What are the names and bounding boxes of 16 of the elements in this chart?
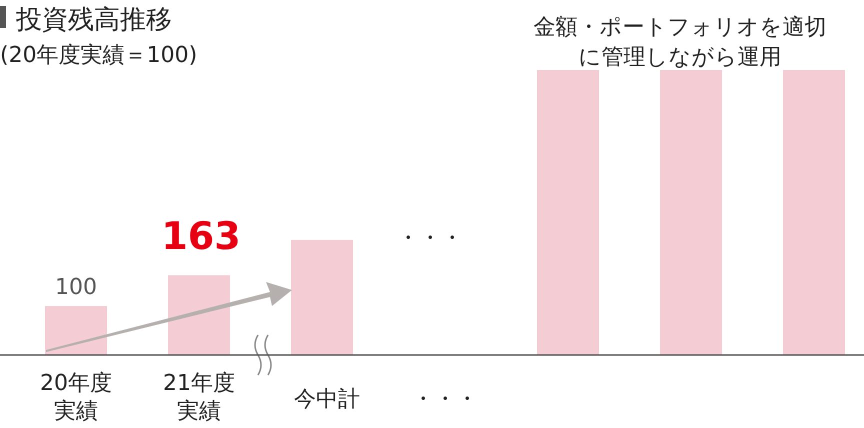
data-label: 100 [55,275,97,300]
x-tick-label: 20年度実績 [40,371,112,424]
bar [168,275,230,355]
bar [537,70,599,355]
bar [45,306,107,355]
annotation: 金額・ポートフォリオを適切に管理しながら運用 [534,15,826,70]
x-tick-label: 21年度実績 [163,371,235,424]
bar [660,70,722,355]
bar [291,240,353,355]
chart-title: 投資残高推移 [15,5,172,35]
x-tick-label: ・・・ [412,387,478,412]
x-tick-label: 今中計 [294,387,360,412]
chart-subtitle: (20年度実績＝100) [0,43,198,68]
data-label: 163 [161,214,241,258]
annotation: ・・・ [397,226,463,251]
bar [783,70,845,355]
